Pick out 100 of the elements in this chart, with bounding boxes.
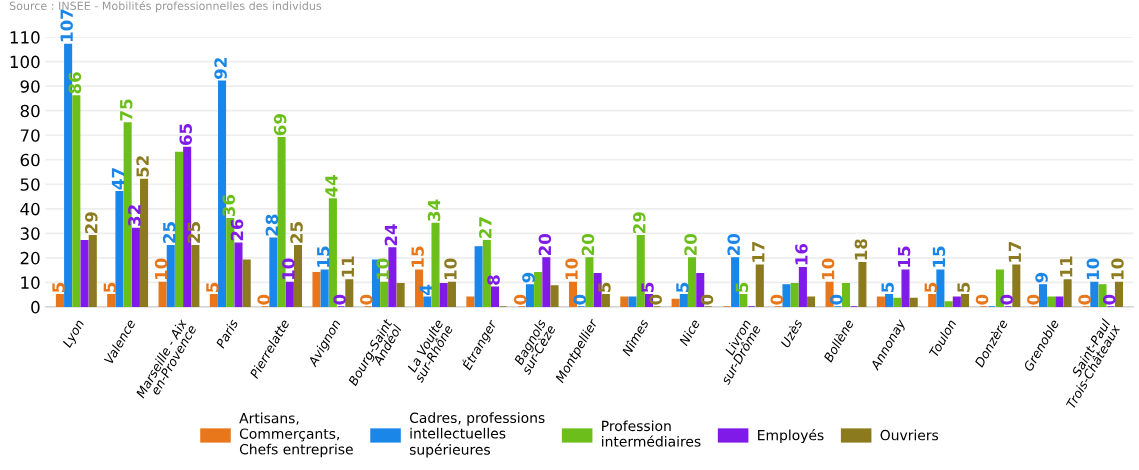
bar	[285, 281, 294, 307]
bar	[312, 271, 321, 307]
data-label: 10	[1086, 258, 1100, 280]
bar	[525, 284, 534, 307]
y-tick-label: 90	[20, 80, 40, 93]
data-label: 0	[573, 294, 587, 305]
data-label: 27	[479, 217, 492, 238]
y-tick-label: 10	[21, 276, 40, 289]
data-label: 44	[325, 175, 338, 197]
data-label: 18	[854, 239, 868, 260]
data-label: 8	[487, 275, 500, 285]
y-tick-label: 50	[20, 178, 40, 191]
bar	[601, 293, 610, 307]
bar	[628, 296, 637, 307]
data-label: 0	[1000, 294, 1013, 305]
data-label: 65	[179, 123, 193, 145]
bar	[1114, 281, 1123, 307]
data-label: 9	[522, 272, 535, 283]
bar	[490, 286, 500, 307]
legend-label: Cadres, professions intellectuelles supérieures	[409, 412, 545, 458]
data-label: 20	[727, 233, 740, 256]
bar	[55, 293, 64, 307]
bar	[901, 269, 910, 307]
data-label: 17	[1008, 241, 1021, 262]
bar	[80, 239, 89, 307]
bar	[431, 222, 440, 307]
bar	[909, 297, 918, 307]
bar	[439, 282, 448, 307]
bar	[88, 235, 97, 307]
bar	[739, 293, 748, 307]
bar	[242, 259, 251, 307]
bar	[158, 281, 167, 307]
data-label: 10	[821, 258, 835, 280]
data-label: 5	[676, 282, 689, 292]
y-tick-label: 100	[10, 55, 40, 69]
data-label: 24	[384, 224, 398, 246]
data-label: 25	[162, 222, 176, 243]
bar	[423, 296, 432, 307]
data-label: 10	[154, 258, 168, 280]
bar	[534, 271, 543, 307]
data-label: 15	[932, 246, 946, 267]
y-tick-label: 60	[20, 153, 40, 167]
data-label: 10	[282, 258, 295, 280]
legend-label: Employés	[758, 429, 824, 444]
data-label: 0	[360, 294, 373, 305]
bar	[115, 190, 124, 307]
data-label: 0	[649, 294, 662, 305]
bar	[209, 293, 218, 307]
bar	[345, 279, 354, 307]
data-label: 92	[214, 58, 227, 79]
bar	[1047, 296, 1056, 307]
bar	[893, 297, 902, 307]
bar	[936, 269, 945, 307]
bar	[1055, 296, 1064, 307]
y-tick-label: 30	[20, 227, 40, 240]
data-label: 16	[795, 243, 808, 265]
bar	[1038, 284, 1048, 307]
data-label: 9	[1035, 272, 1048, 283]
bar	[755, 264, 764, 307]
data-label: 26	[230, 219, 244, 241]
data-label: 34	[427, 199, 441, 221]
bar	[396, 282, 405, 307]
data-label: 69	[273, 114, 287, 136]
data-label: 5	[924, 282, 938, 292]
bar	[234, 242, 243, 307]
bar	[320, 269, 329, 307]
data-label: 0	[770, 294, 784, 305]
data-label: 25	[290, 222, 303, 243]
bar	[585, 257, 594, 307]
data-label: 5	[957, 282, 970, 292]
data-label: 0	[333, 294, 346, 305]
bar	[960, 293, 970, 307]
data-label: 20	[581, 233, 595, 256]
data-label: 47	[111, 168, 125, 190]
bar	[841, 282, 851, 307]
data-label: 10	[1111, 258, 1124, 280]
bar	[293, 244, 303, 307]
bar	[191, 244, 200, 307]
bar	[174, 151, 183, 307]
data-label: 10	[444, 258, 457, 280]
bar	[679, 293, 688, 307]
data-label: 5	[103, 282, 117, 292]
data-label: 17	[752, 241, 765, 262]
data-label: 36	[222, 194, 236, 217]
bar	[944, 301, 953, 307]
data-label: 11	[1060, 256, 1073, 277]
y-tick-label: 40	[20, 202, 40, 216]
y-tick-label: 80	[20, 104, 40, 118]
data-label: 0	[1102, 294, 1116, 305]
data-label: 15	[897, 246, 911, 267]
bar	[72, 95, 81, 307]
legend-label: Profession intermédiaires	[602, 420, 701, 447]
y-tick-label: 110	[10, 31, 40, 44]
data-label: 10	[565, 258, 578, 280]
bar	[550, 285, 559, 307]
bar	[269, 237, 278, 307]
y-tick-label: 70	[20, 129, 40, 142]
legend-label: Ouvriers	[880, 429, 939, 441]
bar	[166, 244, 175, 307]
bar	[474, 246, 483, 307]
